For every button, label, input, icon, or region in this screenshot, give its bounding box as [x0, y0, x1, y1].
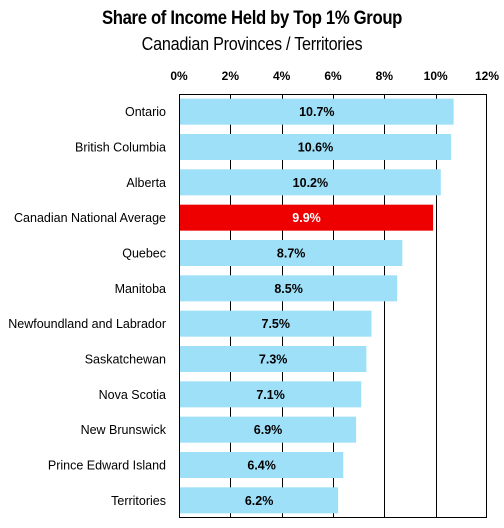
bar: [180, 310, 372, 337]
bar: [180, 487, 339, 514]
category-label: Newfoundland and Labrador: [8, 317, 166, 331]
category-label: Ontario: [125, 105, 166, 119]
x-tick-label: 10%: [424, 69, 448, 83]
data-label: 6.2%: [245, 494, 274, 508]
bar: [180, 381, 362, 408]
data-label: 7.1%: [256, 388, 285, 402]
x-tick-label: 6%: [324, 69, 342, 83]
data-label: 6.4%: [247, 459, 276, 473]
data-label: 10.6%: [298, 141, 333, 155]
category-label: Canadian National Average: [14, 211, 166, 225]
bar: [180, 169, 441, 196]
x-tick-label: 8%: [376, 69, 394, 83]
bar: [180, 98, 454, 125]
bar: [180, 416, 357, 443]
data-label: 10.7%: [299, 105, 334, 119]
category-label: New Brunswick: [81, 423, 167, 437]
x-tick-label: 4%: [273, 69, 291, 83]
chart-subtitle: Canadian Provinces / Territories: [141, 34, 363, 54]
bar: [180, 346, 367, 372]
plot-frame: [179, 94, 487, 518]
data-label: 6.9%: [254, 423, 283, 437]
category-label: Quebec: [122, 247, 166, 261]
category-label: Manitoba: [115, 282, 166, 296]
data-label: 8.7%: [277, 247, 306, 261]
bar: [180, 240, 403, 266]
category-label: Territories: [111, 494, 166, 508]
bar: [180, 275, 398, 302]
data-label: 9.9%: [292, 211, 321, 225]
x-tick-label: 12%: [475, 69, 499, 83]
x-tick-label: 0%: [170, 69, 188, 83]
chart-title: Share of Income Held by Top 1% Group: [101, 8, 403, 29]
category-label: Prince Edward Island: [48, 459, 166, 473]
bar: [180, 134, 452, 160]
bar: [180, 452, 344, 478]
category-label: Saskatchewan: [85, 353, 166, 367]
category-label: Alberta: [126, 176, 166, 190]
data-label: 8.5%: [274, 282, 303, 296]
category-label: Nova Scotia: [99, 388, 166, 402]
bar: [180, 204, 434, 231]
category-label: British Columbia: [75, 141, 166, 155]
data-label: 10.2%: [293, 176, 328, 190]
data-label: 7.5%: [262, 317, 291, 331]
x-tick-label: 2%: [222, 69, 240, 83]
data-label: 7.3%: [259, 353, 288, 367]
